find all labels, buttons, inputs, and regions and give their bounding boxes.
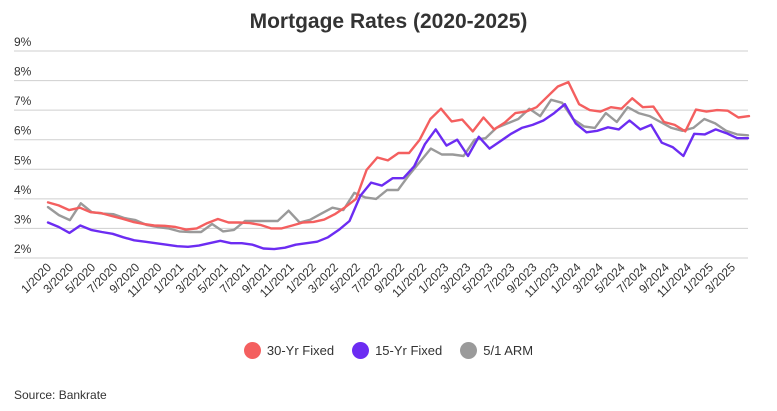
y-tick-label: 4% (14, 183, 32, 197)
y-tick-label: 6% (14, 124, 32, 138)
chart-title: Mortgage Rates (2020-2025) (249, 10, 528, 33)
y-tick-label: 7% (14, 94, 32, 108)
legend-marker-30yr (243, 342, 261, 359)
legend-marker-arm (460, 342, 478, 359)
legend-item-30yr: 30-Yr Fixed (243, 342, 335, 359)
series-15yr-fixed-line (46, 102, 750, 251)
y-tick-label: 9% (14, 35, 32, 49)
series-5-1-arm-line (46, 98, 750, 234)
series-30yr-fixed-line (46, 80, 751, 231)
y-tick-label: 8% (14, 65, 32, 79)
legend: 30-Yr Fixed 15-Yr Fixed 5/1 ARM (0, 342, 777, 359)
legend-item-15yr: 15-Yr Fixed (352, 342, 442, 359)
legend-label-arm: 5/1 ARM (483, 343, 534, 358)
source-note: Source: Bankrate (14, 388, 107, 402)
y-tick-label: 5% (14, 153, 32, 167)
y-tick-label: 2% (14, 242, 32, 256)
legend-label-15yr: 15-Yr Fixed (375, 343, 443, 358)
legend-marker-15yr (352, 342, 370, 359)
legend-label-30yr: 30-Yr Fixed (266, 343, 335, 358)
y-tick-label: 3% (14, 212, 32, 226)
legend-item-arm: 5/1 ARM (460, 342, 533, 359)
